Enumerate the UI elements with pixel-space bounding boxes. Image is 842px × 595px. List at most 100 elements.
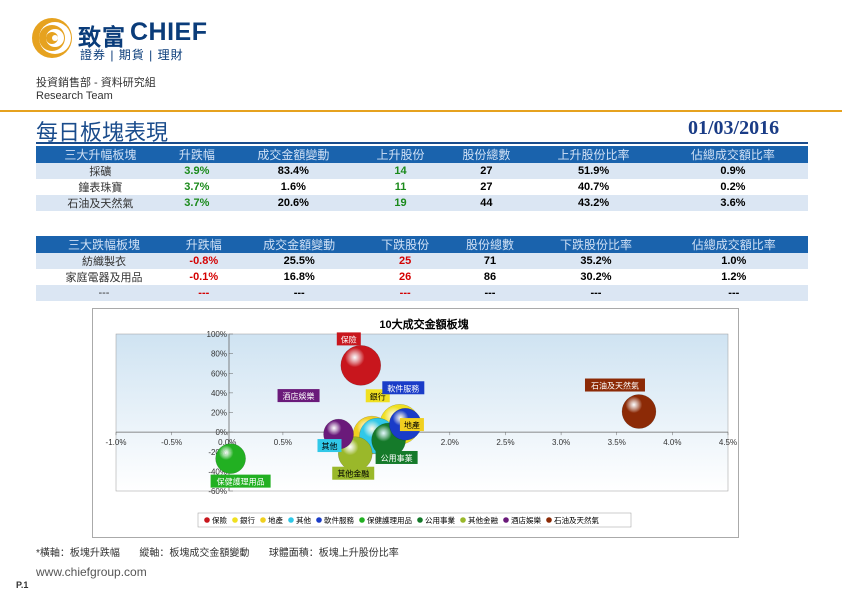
col-header: 成交金額變動 bbox=[229, 146, 358, 163]
change-cell: -0.1% bbox=[171, 269, 236, 285]
col-header: 下跌股份 bbox=[362, 236, 448, 253]
bubble-label: 其他 bbox=[321, 441, 337, 451]
x-tick-label: 4.0% bbox=[663, 438, 681, 447]
legend-label: 銀行 bbox=[240, 515, 255, 525]
table-row: 紡織製衣 -0.8% 25.5% 25 71 35.2% 1.0% bbox=[36, 253, 808, 269]
x-tick-label: 0.0% bbox=[218, 438, 236, 447]
sector-name: 石油及天然氣 bbox=[36, 195, 165, 211]
bubble-label: 其他金融 bbox=[337, 469, 369, 479]
x-tick-label: 3.0% bbox=[552, 438, 570, 447]
turnover-change-cell: 25.5% bbox=[235, 253, 363, 269]
bubble-label-box bbox=[584, 378, 645, 392]
legend-label: 酒店娛樂 bbox=[511, 515, 541, 525]
rising-count-cell: 11 bbox=[357, 179, 444, 195]
y-tick-label: 100% bbox=[207, 330, 227, 339]
total-count-cell: 27 bbox=[443, 179, 530, 195]
falling-ratio-cell: 30.2% bbox=[532, 269, 660, 285]
table-row: --- --- --- --- --- --- --- bbox=[36, 285, 808, 301]
team-label: Research Team bbox=[36, 90, 113, 102]
bubble-label: 軟件服務 bbox=[387, 383, 419, 393]
legend-marker bbox=[316, 517, 322, 523]
bubble-label-box bbox=[332, 466, 375, 480]
department-label: 投資銷售部 - 資料研究組 bbox=[36, 77, 156, 89]
bubble-9[interactable] bbox=[621, 394, 657, 429]
footnote-asterisk: * bbox=[36, 548, 40, 559]
col-header: 下跌股份比率 bbox=[532, 236, 660, 253]
y-tick-label: 40% bbox=[211, 389, 227, 398]
sector-name: 家庭電器及用品 bbox=[36, 269, 172, 285]
bubble-label: 保健護理用品 bbox=[217, 477, 265, 487]
top-losers-table: 三大跌幅板塊 升跌幅 成交金額變動 下跌股份 股份總數 下跌股份比率 佔總成交額… bbox=[36, 236, 808, 301]
x-tick-label: 4.5% bbox=[719, 438, 737, 447]
y-tick-label: 20% bbox=[211, 409, 227, 418]
col-header: 升跌幅 bbox=[171, 236, 236, 253]
bubble-5[interactable] bbox=[215, 443, 246, 474]
legend-marker bbox=[460, 517, 466, 523]
total-count-cell: 71 bbox=[447, 253, 533, 269]
col-header: 成交金額變動 bbox=[235, 236, 363, 253]
bubble-label: 公用事業 bbox=[381, 453, 413, 463]
legend-marker bbox=[546, 517, 552, 523]
change-cell: 3.9% bbox=[164, 163, 229, 179]
bubble-0[interactable] bbox=[340, 345, 382, 386]
bubble-chart: 100%80%60%40%20%0%-20%-40%-60%-1.0%-0.5%… bbox=[106, 317, 737, 528]
y-tick-label: 0% bbox=[215, 428, 227, 437]
total-count-cell: 27 bbox=[443, 163, 530, 179]
col-header: 佔總成交額比率 bbox=[659, 236, 808, 253]
turnover-change-cell: --- bbox=[235, 285, 363, 301]
col-header: 上升股份 bbox=[357, 146, 444, 163]
falling-count-cell: --- bbox=[362, 285, 448, 301]
bubble-label-box bbox=[210, 474, 271, 488]
bubble-label-box bbox=[375, 450, 418, 464]
x-tick-label: 2.5% bbox=[496, 438, 514, 447]
turnover-change-cell: 16.8% bbox=[235, 269, 363, 285]
bubble-label-box bbox=[336, 332, 361, 346]
legend-label: 軟件服務 bbox=[324, 515, 354, 525]
col-header: 升跌幅 bbox=[164, 146, 229, 163]
legend-marker bbox=[288, 517, 294, 523]
y-tick-label: 60% bbox=[211, 369, 227, 378]
bubble-label-box bbox=[317, 439, 342, 453]
rising-ratio-cell: 43.2% bbox=[529, 195, 658, 211]
turnover-share-cell: --- bbox=[659, 285, 808, 301]
legend-marker bbox=[260, 517, 266, 523]
y-tick-label: -60% bbox=[208, 487, 227, 496]
col-header: 上升股份比率 bbox=[529, 146, 658, 163]
report-date: 01/03/2016 bbox=[688, 117, 780, 139]
legend-marker bbox=[417, 517, 423, 523]
turnover-share-cell: 0.2% bbox=[657, 179, 808, 195]
turnover-share-cell: 1.2% bbox=[659, 269, 808, 285]
bubble-label-box bbox=[277, 389, 320, 403]
bubble-label: 石油及天然氣 bbox=[591, 381, 639, 391]
brand-name-en: CHIEF bbox=[130, 18, 208, 46]
change-cell: --- bbox=[171, 285, 236, 301]
falling-count-cell: 25 bbox=[362, 253, 448, 269]
bubble-label-box bbox=[399, 418, 424, 432]
sector-name: --- bbox=[36, 285, 172, 301]
falling-ratio-cell: 35.2% bbox=[532, 253, 660, 269]
legend-marker bbox=[359, 517, 365, 523]
change-cell: 3.7% bbox=[164, 179, 229, 195]
table-row: 採礦 3.9% 83.4% 14 27 51.9% 0.9% bbox=[36, 163, 808, 179]
legend-label: 地產 bbox=[268, 515, 283, 525]
sector-name: 紡織製衣 bbox=[36, 253, 172, 269]
x-tick-label: 2.0% bbox=[441, 438, 459, 447]
falling-count-cell: 26 bbox=[362, 269, 448, 285]
table-row: 鐘表珠寶 3.7% 1.6% 11 27 40.7% 0.2% bbox=[36, 179, 808, 195]
col-header: 三大升幅板塊 bbox=[36, 146, 165, 163]
turnover-change-cell: 20.6% bbox=[229, 195, 358, 211]
turnover-share-cell: 0.9% bbox=[657, 163, 808, 179]
bubble-label: 地產 bbox=[404, 420, 420, 430]
footnote-y: 縱軸：板塊成交金額變動 bbox=[139, 548, 250, 559]
sector-name: 鐘表珠寶 bbox=[36, 179, 165, 195]
legend-marker bbox=[503, 517, 509, 523]
bubble-label: 酒店娛樂 bbox=[283, 391, 315, 401]
sector-name: 採礦 bbox=[36, 163, 165, 179]
x-tick-label: -0.5% bbox=[161, 438, 182, 447]
col-header: 股份總數 bbox=[443, 146, 530, 163]
footnote-x: 橫軸：板塊升跌幅 bbox=[39, 548, 120, 559]
top-gainers-table: 三大升幅板塊 升跌幅 成交金額變動 上升股份 股份總數 上升股份比率 佔總成交額… bbox=[36, 146, 808, 211]
change-cell: -0.8% bbox=[171, 253, 236, 269]
total-count-cell: 44 bbox=[443, 195, 530, 211]
company-url[interactable]: www.chiefgroup.com bbox=[36, 565, 147, 579]
